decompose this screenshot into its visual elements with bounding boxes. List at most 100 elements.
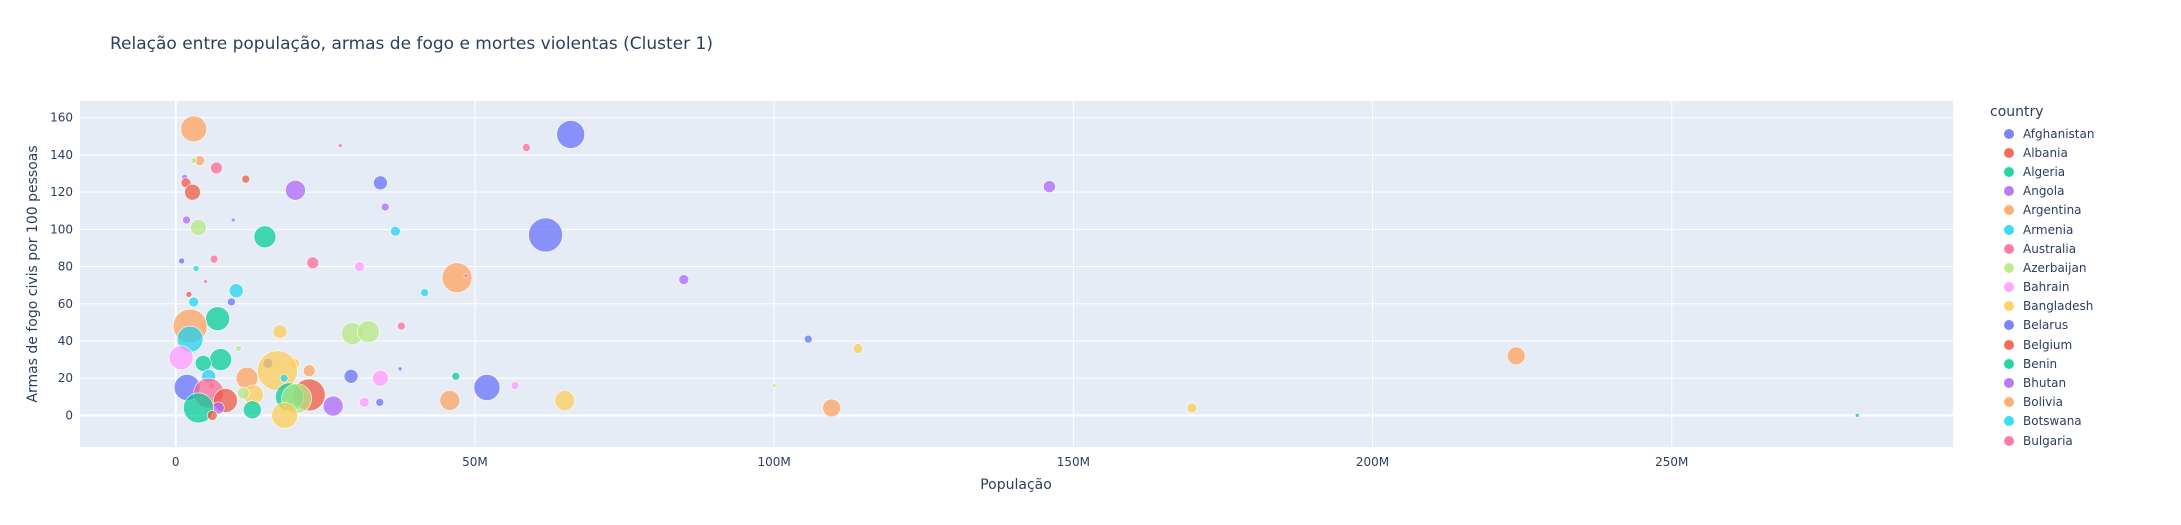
legend-swatch	[2004, 186, 2014, 197]
data-point	[556, 120, 585, 149]
legend-label: Azerbaijan	[2023, 260, 2087, 275]
data-point	[803, 334, 813, 344]
data-point	[439, 390, 461, 411]
legend-label: Bangladesh	[2023, 299, 2094, 314]
y-axis-title: Armas de fogo civis por 100 pessoas	[25, 145, 41, 402]
data-point	[354, 261, 365, 272]
data-point	[184, 183, 201, 201]
legend-label: Argentina	[2023, 203, 2082, 218]
data-point	[1506, 346, 1526, 366]
data-point	[227, 297, 236, 307]
legend-swatch	[2004, 397, 2014, 408]
legend-label: Benin	[2023, 356, 2058, 371]
data-point	[338, 143, 343, 148]
data-point	[822, 398, 841, 418]
y-tick-label: 40	[58, 334, 73, 348]
data-point	[183, 392, 214, 424]
legend-label: Bhutan	[2023, 376, 2067, 391]
legend-item[interactable]: Angola	[1990, 182, 2094, 201]
data-point	[852, 343, 864, 354]
data-point	[554, 390, 576, 411]
legend-swatch	[2004, 320, 2014, 331]
data-point	[210, 161, 223, 175]
legend-item[interactable]: Botswana	[1990, 412, 2094, 431]
data-point	[397, 321, 406, 331]
data-point	[271, 402, 298, 429]
legend: country Afghanistan Albania Algeria Angola A…	[1990, 104, 2094, 450]
legend-item[interactable]: Afghanistan	[1990, 124, 2094, 143]
x-tick-label: 100M	[758, 455, 791, 469]
data-point	[302, 364, 316, 378]
y-tick-label: 140	[50, 148, 73, 162]
data-point	[372, 369, 389, 387]
data-point	[510, 381, 520, 390]
data-point	[205, 306, 230, 331]
y-tick-label: 0	[65, 408, 73, 422]
legend-label: Bulgaria	[2023, 433, 2073, 448]
data-point	[390, 225, 401, 237]
data-point	[235, 345, 242, 352]
legend-label: Albania	[2023, 145, 2068, 160]
legend-item[interactable]: Azerbaijan	[1990, 258, 2094, 277]
x-tick-label: 200M	[1356, 455, 1389, 469]
data-point	[230, 217, 236, 223]
legend-item[interactable]: Armenia	[1990, 220, 2094, 239]
y-tick-label: 20	[58, 371, 73, 385]
legend-item[interactable]: Australia	[1990, 239, 2094, 258]
data-point	[1043, 180, 1056, 193]
legend-title: country	[1990, 104, 2044, 120]
data-point	[528, 217, 563, 253]
data-point	[192, 265, 200, 272]
legend-item[interactable]: Bulgaria	[1990, 431, 2094, 450]
data-point	[194, 354, 212, 372]
data-point	[373, 175, 388, 191]
data-point	[375, 398, 385, 407]
legend-item[interactable]: Bolivia	[1990, 393, 2094, 412]
y-tick-label: 100	[50, 222, 73, 236]
legend-swatch	[2004, 339, 2014, 350]
data-point	[185, 291, 193, 298]
legend-item[interactable]: Bangladesh	[1990, 297, 2094, 316]
data-point	[272, 324, 288, 339]
legend-swatch	[2004, 435, 2014, 446]
data-point	[1186, 402, 1198, 414]
legend-label: Bolivia	[2023, 395, 2064, 410]
legend-swatch	[2004, 301, 2014, 312]
legend-item[interactable]: Argentina	[1990, 201, 2094, 220]
data-point	[228, 283, 244, 299]
legend-label: Australia	[2023, 241, 2077, 256]
data-point	[451, 372, 461, 381]
x-tick-label: 250M	[1655, 455, 1688, 469]
legend-label: Bahrain	[2023, 280, 2070, 295]
data-point	[209, 254, 219, 264]
legend-item[interactable]: Algeria	[1990, 162, 2094, 181]
legend-item[interactable]: Bhutan	[1990, 373, 2094, 392]
legend-swatch	[2004, 205, 2014, 216]
x-tick-label: 0	[172, 455, 180, 469]
data-point	[473, 374, 501, 401]
x-tick-labels: 0 50M 100M 150M 200M 250M	[172, 455, 1688, 469]
legend-label: Belgium	[2023, 337, 2073, 352]
legend-label: Angola	[2023, 184, 2065, 199]
data-point	[253, 225, 277, 249]
data-point	[420, 288, 429, 297]
legend-item[interactable]: Belarus	[1990, 316, 2094, 335]
data-point	[190, 157, 197, 164]
legend-item[interactable]: Bahrain	[1990, 278, 2094, 297]
data-point	[180, 115, 207, 143]
legend-item[interactable]: Belgium	[1990, 335, 2094, 354]
legend-item[interactable]: Albania	[1990, 143, 2094, 162]
data-point	[441, 262, 473, 294]
legend-item[interactable]: Benin	[1990, 354, 2094, 373]
legend-label: Botswana	[2023, 414, 2082, 429]
x-tick-label: 150M	[1057, 455, 1090, 469]
chart-title: Relação entre população, armas de fogo e…	[110, 34, 713, 54]
legend-swatch	[2004, 243, 2014, 254]
y-tick-label: 60	[58, 297, 73, 311]
data-point	[168, 345, 194, 371]
legend-swatch	[2004, 416, 2014, 427]
data-point	[771, 383, 777, 388]
data-point	[190, 219, 207, 236]
legend-swatch	[2004, 378, 2014, 389]
